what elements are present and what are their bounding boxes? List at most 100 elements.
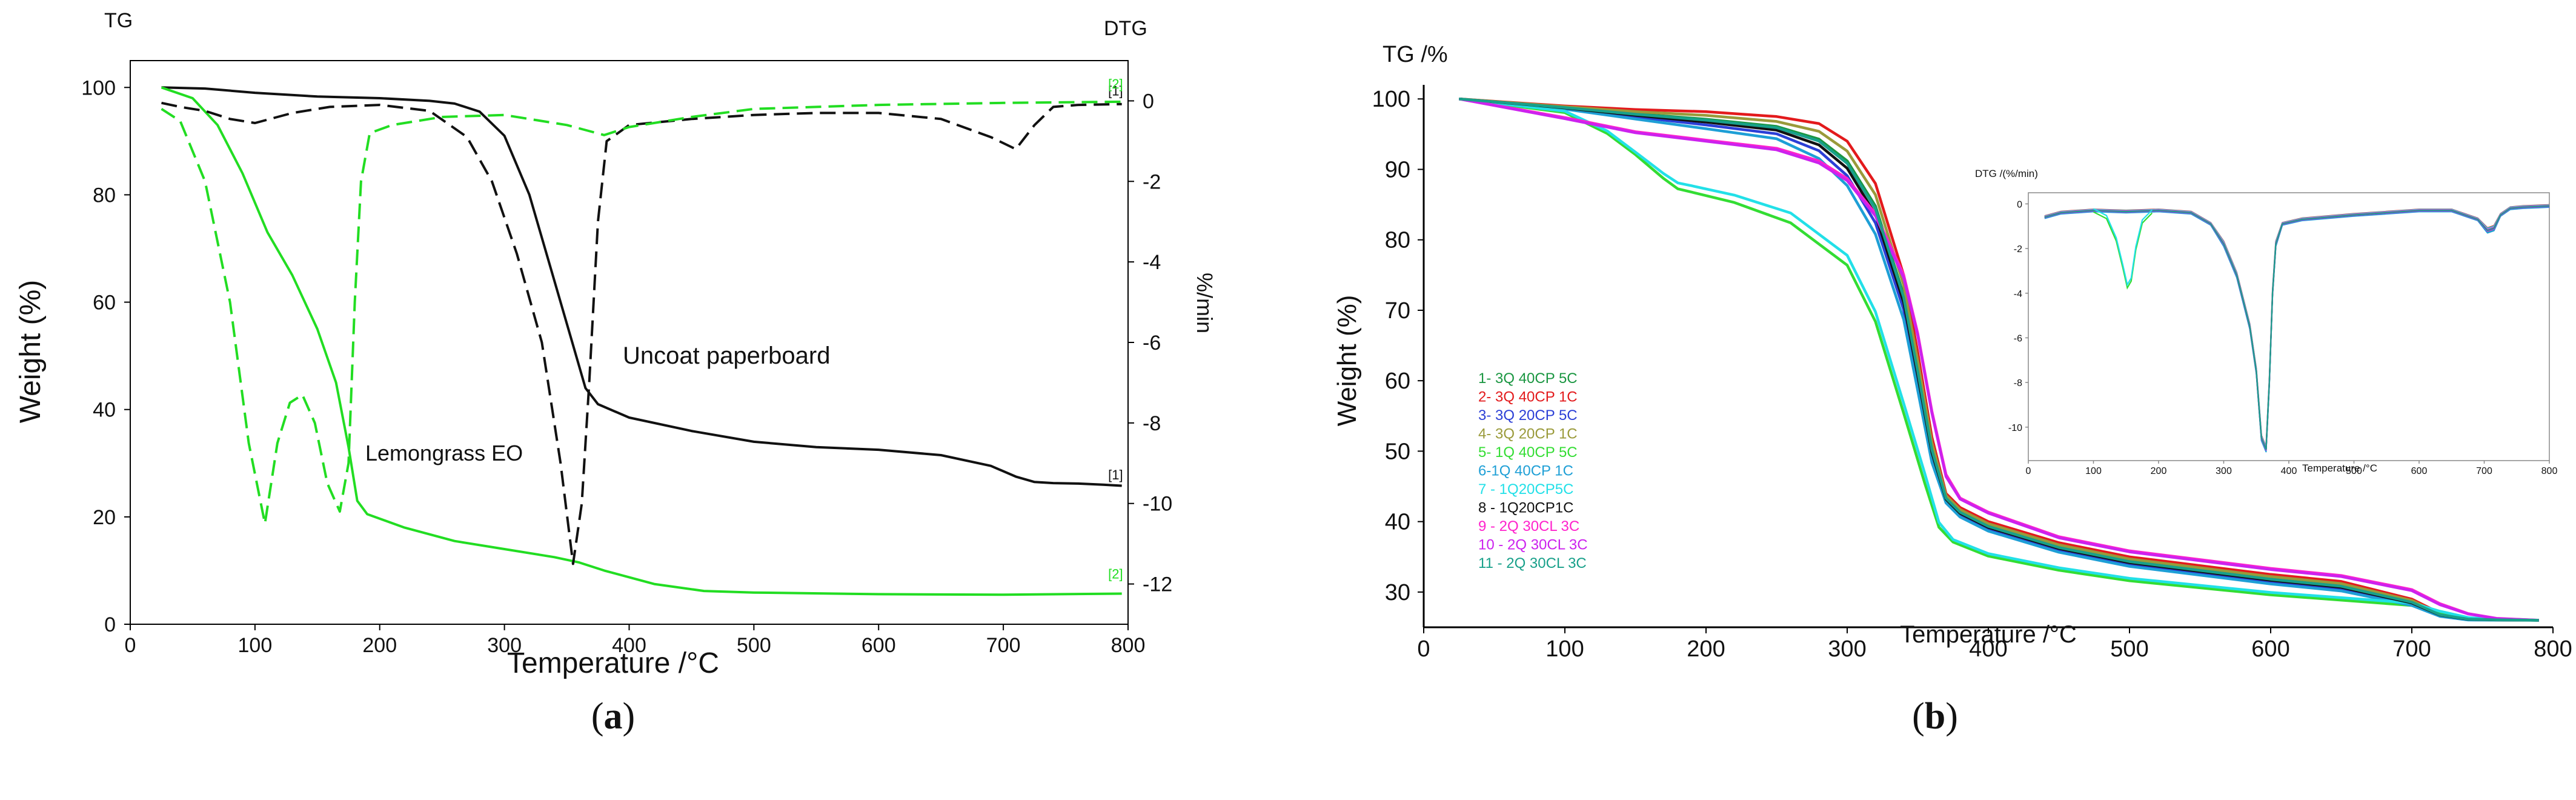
- a-y2-tick-label: -4: [1143, 251, 1161, 274]
- a-series-line-1: [161, 86, 1122, 487]
- a-series-line-2: [161, 86, 1122, 596]
- b-y-tick-label: 30: [1385, 580, 1410, 605]
- inset-y-tick-label: -4: [2014, 289, 2022, 299]
- a-end-markers: [1][2][1][2]: [1108, 76, 1123, 582]
- b-y-tick-label: 40: [1385, 510, 1410, 535]
- b-ticks: 0 100 200 300 400 500 600 700 800 30 40 50 60 70 80 90 1…: [1372, 87, 2572, 662]
- inset-x-tick-label: 700: [2476, 466, 2492, 476]
- a-y2-tick-label: -8: [1143, 412, 1161, 435]
- caption-a-letter: a: [604, 696, 623, 737]
- b-y-tick-label: 60: [1385, 368, 1410, 394]
- a-series-line-3: [161, 101, 1122, 565]
- b-x-tick-label: 0: [1417, 636, 1430, 662]
- b-series-group: [1458, 97, 2539, 622]
- inset-x-tick-label: 0: [2026, 466, 2031, 476]
- inset-series-line-11: [2044, 205, 2550, 450]
- a-x-tick-label: 0: [125, 634, 136, 657]
- a-y2-tick-label: -6: [1143, 332, 1161, 355]
- a-x-tick-label: 200: [362, 634, 397, 657]
- b-legend-entry-3: 3- 3Q 20CP 5C: [1478, 407, 1578, 424]
- a-y-tick-label: 100: [81, 76, 116, 99]
- a-annotation-lemongrass-eo: Lemongrass EO: [365, 441, 523, 465]
- a-corner-label-tg: TG: [104, 9, 133, 32]
- b-x-tick-label: 300: [1828, 636, 1866, 662]
- b-y-tick-label: 80: [1385, 228, 1410, 253]
- a-x-tick-label: 400: [612, 634, 646, 657]
- b-legend-entry-10: 10 - 2Q 30CL 3C: [1478, 537, 1588, 553]
- a-x-tick-label: 600: [861, 634, 896, 657]
- b-x-axis-title: Temperature /°C: [1900, 621, 2077, 648]
- a-ticks: 0 100 200 300 400 500 600 700 800 0 20 40 60 80 100 0 -2…: [81, 76, 1172, 657]
- b-legend-entry-2: 2- 3Q 40CP 1C: [1478, 389, 1578, 405]
- b-legend-entry-7: 7 - 1Q20CP5C: [1478, 481, 1573, 498]
- inset-x-tick-label: 600: [2411, 466, 2428, 476]
- b-series-line-6: [1459, 97, 2539, 622]
- inset-x-tick-label: 100: [2085, 466, 2102, 476]
- inset-x-tick-label: 800: [2541, 466, 2558, 476]
- a-y2-tick-label: 0: [1143, 90, 1154, 113]
- b-corner-label-tg: TG /%: [1383, 42, 1448, 67]
- inset-axes: 0 100 200 300 400 500 600 700 800 0 -2 -4 -6 -8 -10: [2008, 192, 2558, 476]
- a-end-marker-3: [1]: [1108, 84, 1123, 99]
- caption-b-letter: b: [1925, 696, 1945, 737]
- inset-bump-line-5: [2093, 211, 2153, 290]
- a-y2-axis-title: %/min: [1192, 273, 1217, 333]
- a-end-marker-2: [2]: [1108, 567, 1123, 582]
- b-x-tick-label: 100: [1545, 636, 1584, 662]
- b-legend-entry-5: 5- 1Q 40CP 5C: [1478, 444, 1578, 461]
- a-end-marker-4: [2]: [1108, 76, 1123, 92]
- inset-x-tick-label: 500: [2346, 466, 2362, 476]
- a-x-axis-title: Temperature /°C: [507, 647, 719, 679]
- b-legend-entry-9: 9 - 2Q 30CL 3C: [1478, 518, 1579, 535]
- b-inset-dtg-chart: 0 100 200 300 400 500 600 700 800 0 -2 -4 -6 -8 -10 DT…: [1975, 168, 2557, 476]
- b-series-line-11: [1459, 97, 2539, 622]
- a-y-tick-label: 0: [104, 613, 116, 636]
- b-legend-entry-6: 6-1Q 40CP 1C: [1478, 463, 1573, 479]
- b-x-tick-label: 700: [2392, 636, 2431, 662]
- b-legend-entry-4: 4- 3Q 20CP 1C: [1478, 426, 1578, 442]
- inset-x-axis-title: Temperature /°C: [2302, 462, 2377, 474]
- a-series-line-4: [161, 100, 1122, 525]
- a-x-tick-label: 100: [238, 634, 273, 657]
- a-y-tick-label: 40: [93, 399, 116, 422]
- a-y2-tick-label: -10: [1143, 493, 1172, 516]
- b-legend-entry-1: 1- 3Q 40CP 5C: [1478, 370, 1578, 387]
- b-y-axis-title: Weight (%): [1332, 295, 1362, 427]
- caption-a: (a): [591, 696, 635, 737]
- b-y-tick-label: 100: [1372, 87, 1410, 112]
- inset-x-tick-label: 400: [2281, 466, 2297, 476]
- inset-y-tick-label: -6: [2014, 333, 2022, 344]
- inset-y-tick-label: -10: [2008, 423, 2022, 433]
- a-y-tick-label: 60: [93, 292, 116, 315]
- inset-frame: [2028, 192, 2550, 461]
- b-series-line-10: [1458, 97, 2539, 622]
- a-y-axis-title: Weight (%): [15, 280, 47, 424]
- panel-b-chart: 0 100 200 300 400 500 600 700 800 30 40 50 60 70 80 90 1…: [1332, 42, 2572, 662]
- b-y-tick-label: 90: [1385, 157, 1410, 182]
- a-series-group: [161, 86, 1122, 596]
- a-x-tick-label: 700: [986, 634, 1021, 657]
- b-legend-entry-11: 11 - 2Q 30CL 3C: [1478, 555, 1587, 572]
- a-annotation-uncoat-paperboard: Uncoat paperboard: [623, 342, 830, 369]
- inset-x-tick-label: 200: [2151, 466, 2167, 476]
- panel-a-chart: 0 100 200 300 400 500 600 700 800 0 20 40 60 80 100 0 -2…: [15, 9, 1217, 679]
- a-corner-label-dtg: DTG: [1104, 17, 1147, 40]
- a-end-marker-1: [1]: [1108, 467, 1123, 482]
- a-y2-tick-label: -12: [1143, 573, 1172, 596]
- b-x-tick-label: 600: [2251, 636, 2289, 662]
- inset-y-tick-label: -8: [2014, 378, 2022, 388]
- a-x-tick-label: 500: [737, 634, 771, 657]
- caption-b: (b): [1912, 696, 1958, 737]
- b-y-tick-label: 50: [1385, 439, 1410, 464]
- a-y-tick-label: 80: [93, 184, 116, 207]
- a-x-tick-label: 300: [487, 634, 522, 657]
- inset-y-tick-label: -2: [2014, 244, 2022, 255]
- b-x-tick-label: 800: [2534, 636, 2572, 662]
- inset-bump-line-7: [2093, 208, 2153, 287]
- a-x-tick-label: 800: [1111, 634, 1146, 657]
- b-x-tick-label: 500: [2110, 636, 2148, 662]
- inset-y-tick-label: 0: [2017, 199, 2022, 210]
- a-y-tick-label: 20: [93, 506, 116, 529]
- inset-series-group: [2044, 204, 2550, 453]
